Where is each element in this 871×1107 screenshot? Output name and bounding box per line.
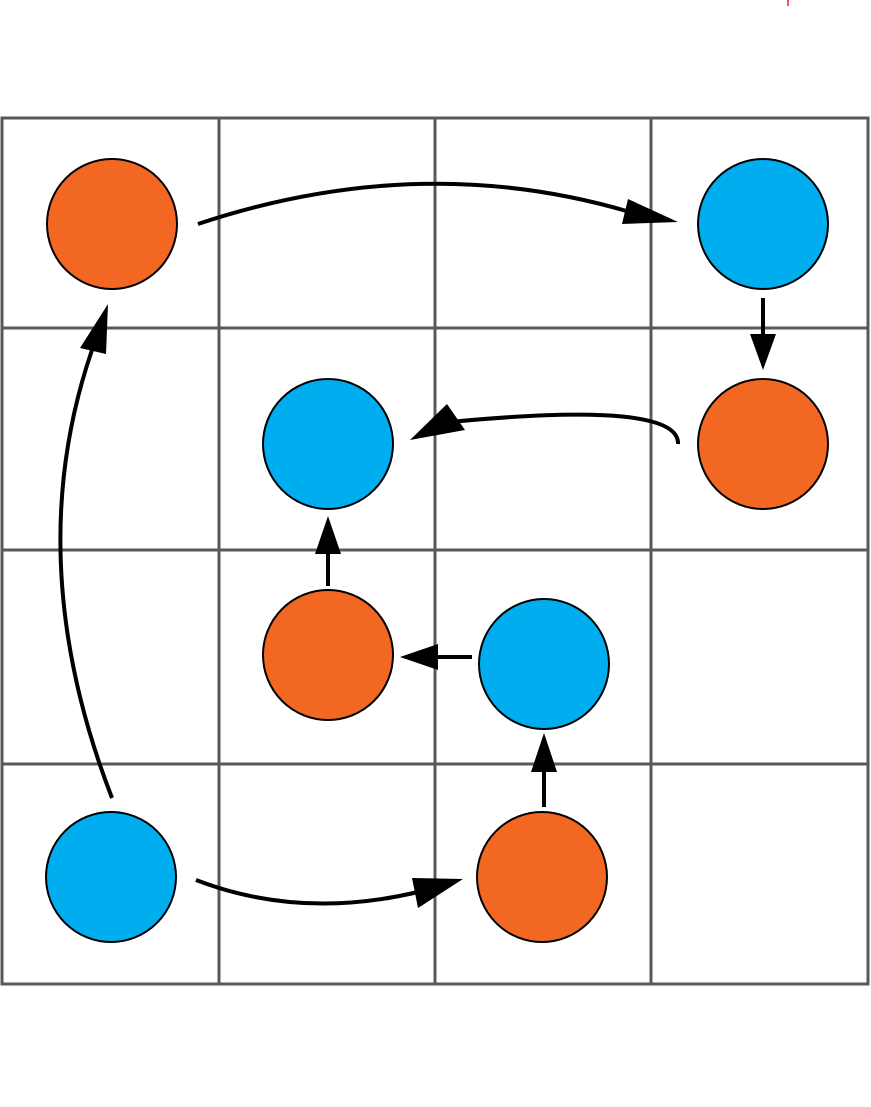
- edge-n1-n2: [197, 181, 631, 226]
- nodes: [45, 158, 829, 943]
- arrowhead-n8-n7: [412, 878, 463, 908]
- arrowhead-n2-n3: [750, 334, 776, 370]
- arrowhead-n1-n2: [622, 199, 678, 224]
- node-n3: [697, 378, 829, 510]
- arrowhead-n8-n1: [80, 304, 108, 354]
- arrowhead-n6-n5: [400, 644, 438, 670]
- node-n6: [478, 598, 610, 730]
- node-n7: [476, 811, 608, 943]
- node-n1: [46, 158, 178, 290]
- node-n2: [697, 158, 829, 290]
- arrowhead-n7-n6: [531, 733, 557, 772]
- arrowhead-n5-n4: [315, 516, 341, 554]
- node-n4: [262, 378, 394, 510]
- edge-n8-n1: [58, 349, 114, 799]
- arrowhead-n3-n4: [410, 404, 465, 440]
- grid: [0, 116, 870, 986]
- edges: [58, 181, 776, 908]
- edge-n3-n4: [449, 412, 681, 445]
- node-n5: [262, 589, 394, 721]
- edge-n8-n7: [195, 878, 419, 906]
- node-n8: [45, 811, 177, 943]
